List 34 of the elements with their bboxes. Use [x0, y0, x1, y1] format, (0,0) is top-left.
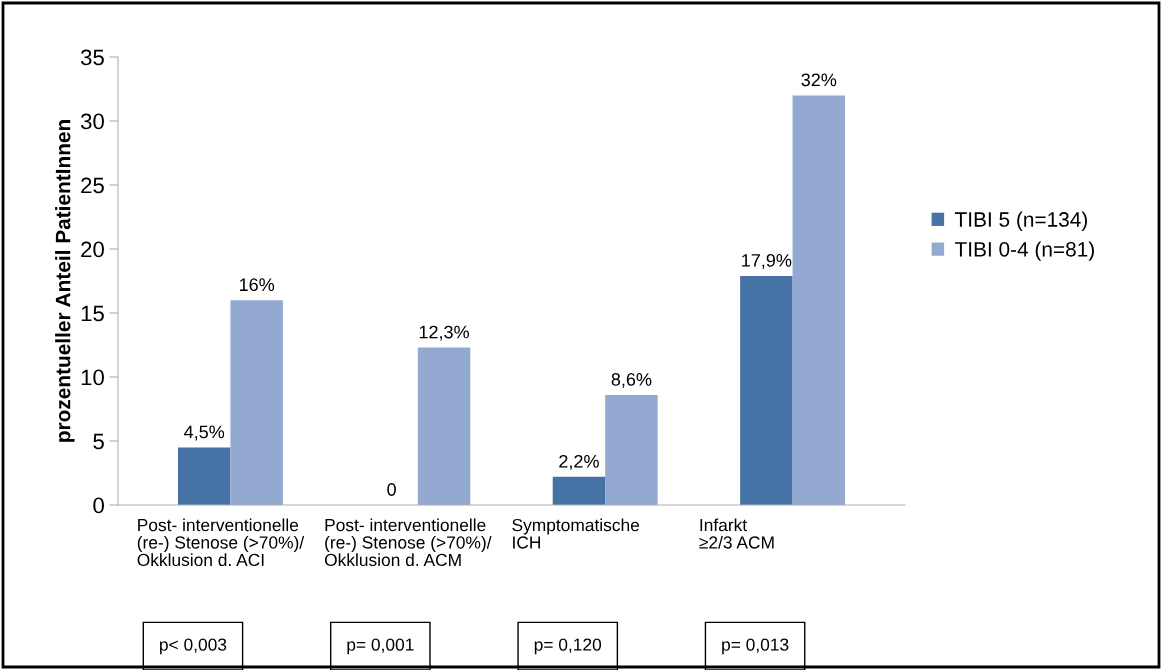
- y-tick-label: 20: [81, 241, 104, 258]
- legend-label: TIBI 5 (n=134): [955, 211, 1087, 231]
- x-tick-label: Post- interventionelle (re-) Stenose (>70%)/ Okklusion d. ACM: [324, 518, 492, 567]
- x-tick-label: Post- interventionelle (re-) Stenose (>70%)/ Okklusion d. ACI: [137, 518, 305, 567]
- data-label: 8,6%: [611, 373, 652, 388]
- data-label: 0: [387, 483, 396, 496]
- y-tick-label: 15: [81, 305, 104, 322]
- y-tick-label: 35: [80, 49, 104, 66]
- bar: [552, 476, 606, 505]
- data-label: 4,5%: [184, 425, 225, 441]
- text: p= 0,001: [347, 638, 414, 655]
- x-tick-label: Symptomatische ICH: [512, 518, 640, 549]
- y-tick-label: 30: [80, 113, 104, 130]
- bar: [177, 447, 231, 505]
- text: p= 0,013: [722, 638, 789, 655]
- y-tick-label: 5: [93, 433, 104, 450]
- x-tick-label: Infarkt ≥2/3 ACM: [699, 518, 774, 549]
- data-label: 16%: [239, 278, 275, 292]
- legend-label: TIBI 0-4 (n=81): [955, 241, 1094, 261]
- bar: [230, 300, 283, 505]
- data-label: 12,3%: [419, 325, 469, 341]
- y-tick-label: 25: [81, 177, 104, 194]
- bar: [740, 275, 793, 505]
- y-axis-title: prozentueller Anteil PatientInnen: [55, 120, 75, 442]
- data-label: 17,9%: [742, 253, 792, 269]
- bar: [792, 95, 846, 505]
- data-label: 32%: [801, 73, 837, 87]
- bar: [605, 394, 658, 505]
- text: p< 0,003: [160, 638, 227, 655]
- data-label: 2,2%: [559, 454, 599, 470]
- bar: [417, 347, 471, 505]
- y-tick-label: 10: [81, 369, 104, 386]
- y-tick-label: 0: [93, 497, 104, 514]
- text: p= 0,120: [534, 638, 602, 655]
